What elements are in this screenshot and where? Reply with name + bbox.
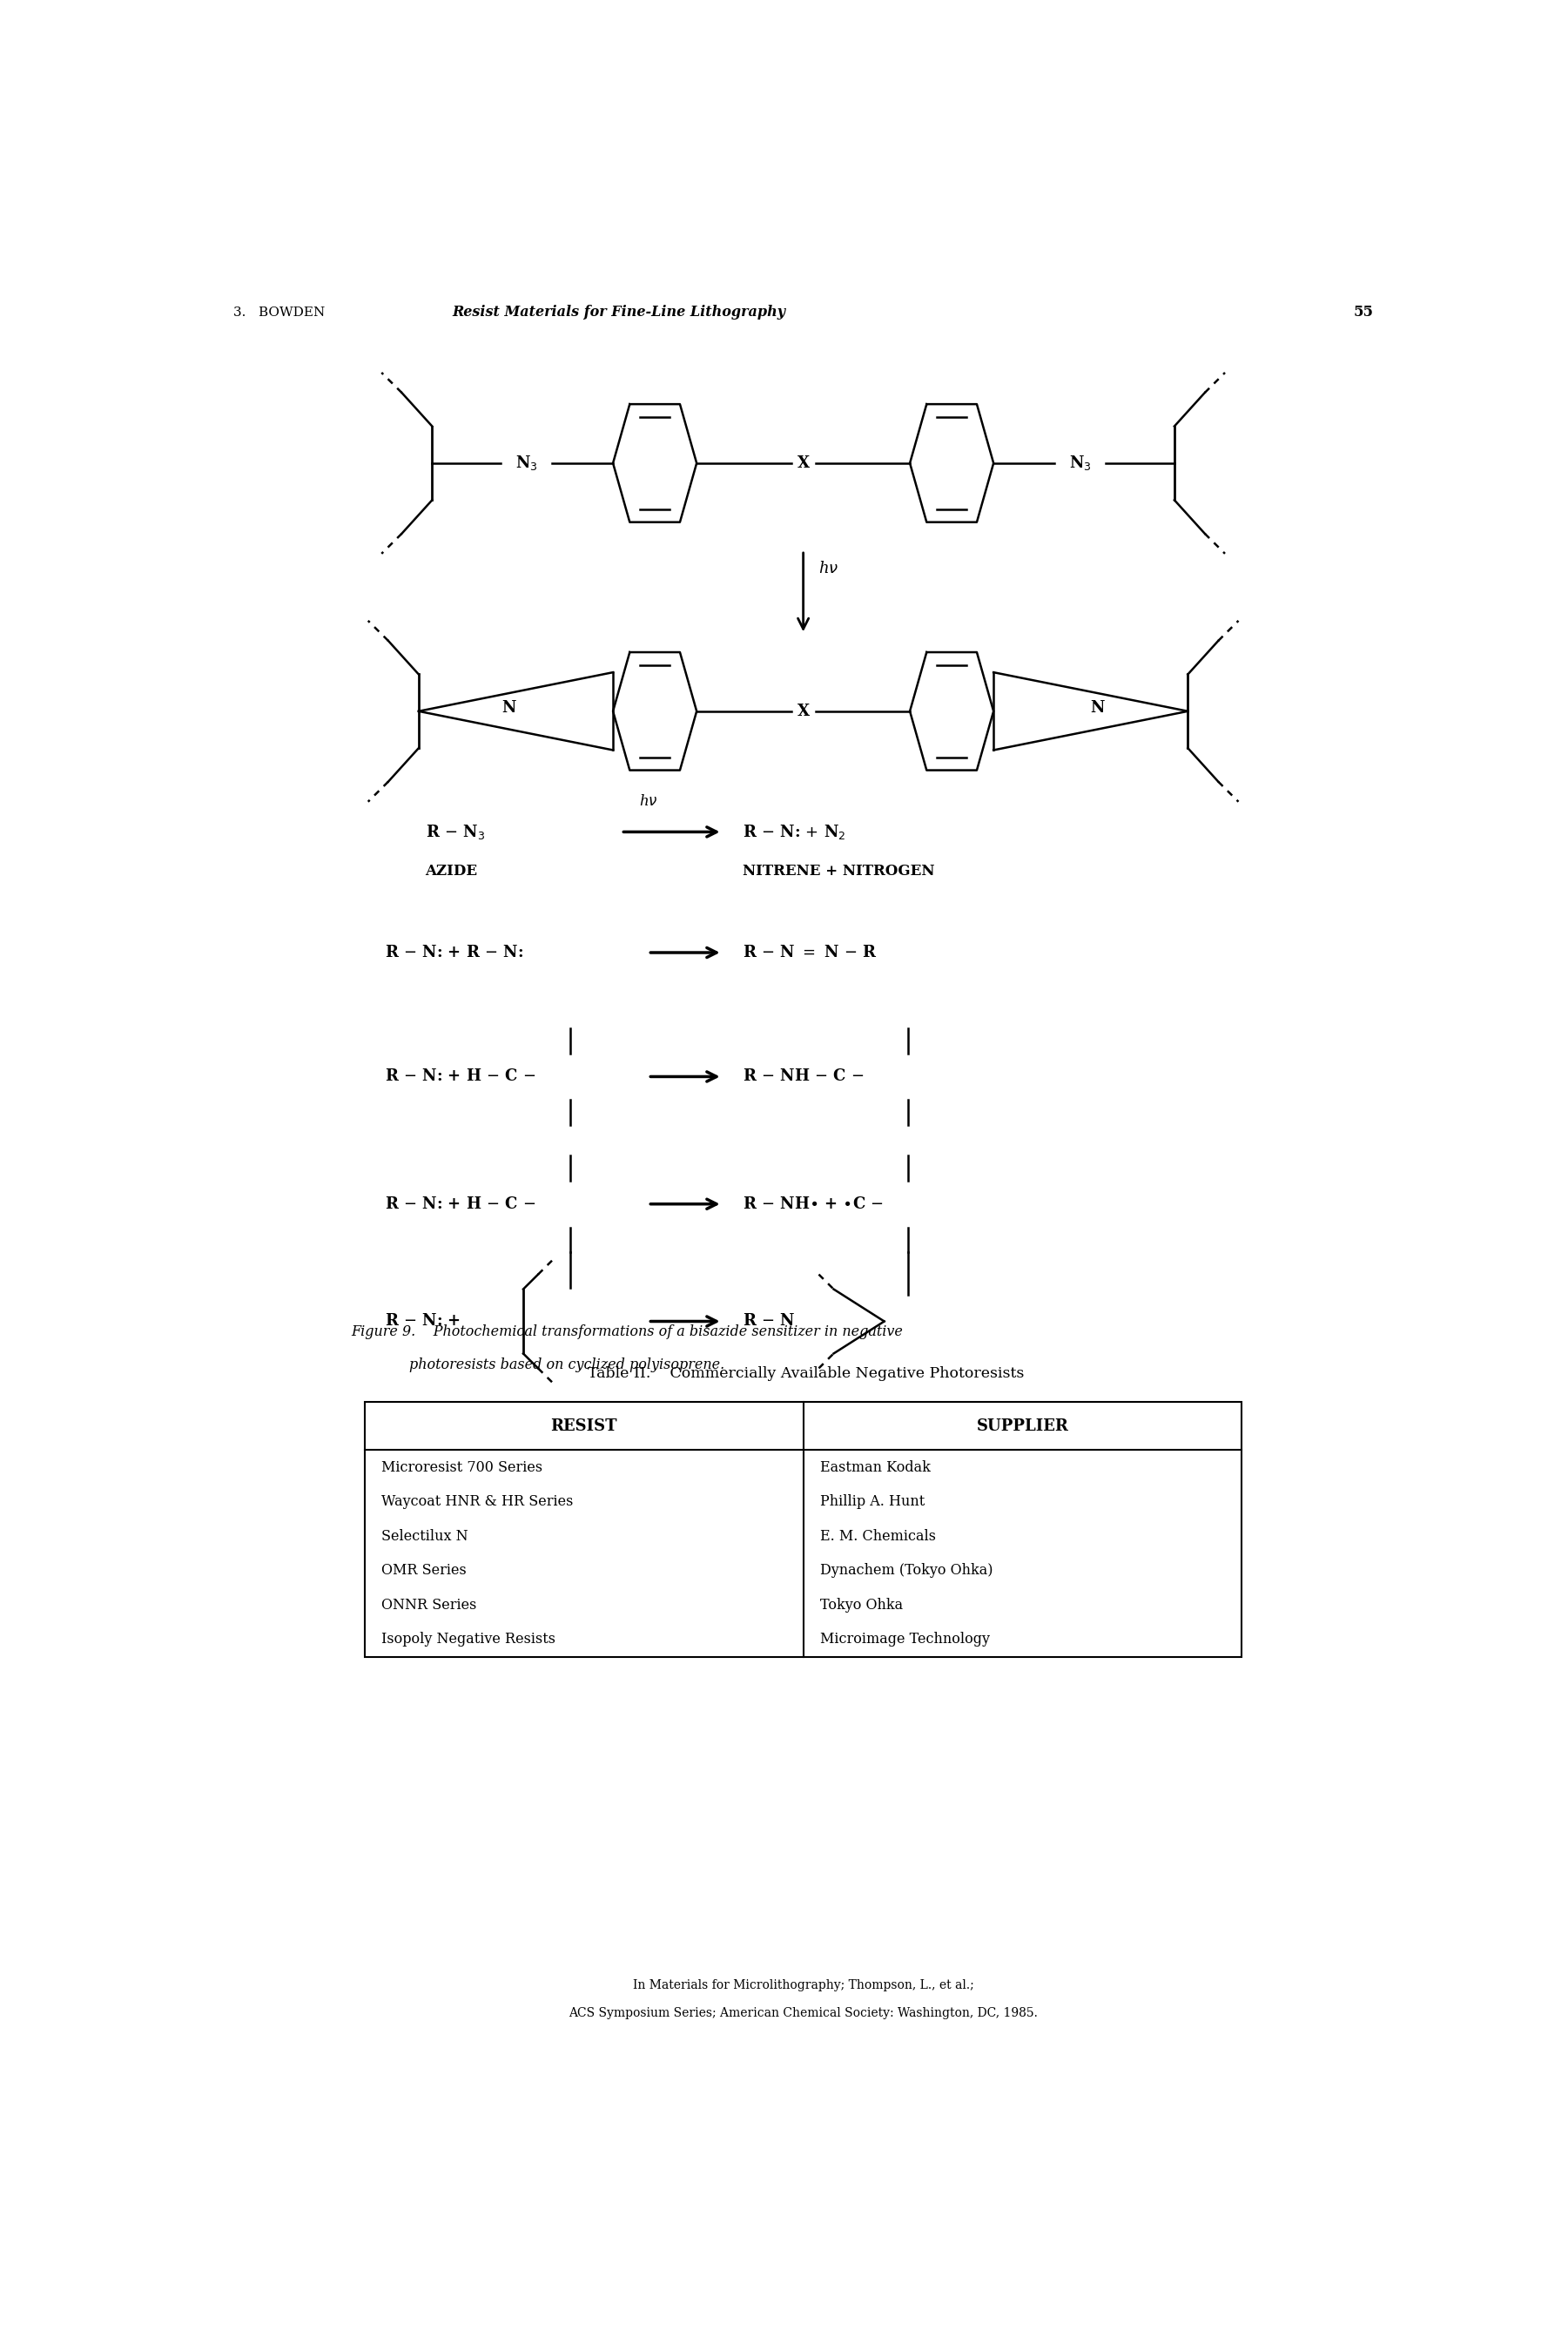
Text: Phillip A. Hunt: Phillip A. Hunt (820, 1495, 925, 1509)
Text: Waycoat HNR & HR Series: Waycoat HNR & HR Series (381, 1495, 574, 1509)
Text: N$_3$: N$_3$ (1069, 454, 1091, 473)
Text: 3.   BOWDEN: 3. BOWDEN (234, 306, 325, 317)
Text: X: X (797, 703, 809, 719)
Text: R $-$ N$_3$: R $-$ N$_3$ (425, 823, 485, 842)
Text: Microresist 700 Series: Microresist 700 Series (381, 1460, 543, 1474)
Text: OMR Series: OMR Series (381, 1563, 467, 1578)
Text: In Materials for Microlithography; Thompson, L., et al.;: In Materials for Microlithography; Thomp… (633, 1980, 974, 1991)
Text: 55: 55 (1353, 306, 1374, 320)
Text: R $-$ N: + H $-$ C $-$: R $-$ N: + H $-$ C $-$ (384, 1197, 536, 1211)
Text: h$\nu$: h$\nu$ (818, 560, 839, 576)
Text: R $-$ N: R $-$ N (743, 1314, 795, 1328)
Text: ACS Symposium Series; American Chemical Society: Washington, DC, 1985.: ACS Symposium Series; American Chemical … (569, 2008, 1038, 2020)
Text: SUPPLIER: SUPPLIER (977, 1418, 1069, 1434)
Text: Table II.    Commercially Available Negative Photoresists: Table II. Commercially Available Negativ… (588, 1366, 1024, 1380)
Text: Dynachem (Tokyo Ohka): Dynachem (Tokyo Ohka) (820, 1563, 993, 1578)
Text: RESIST: RESIST (550, 1418, 618, 1434)
Text: Isopoly Negative Resists: Isopoly Negative Resists (381, 1632, 555, 1646)
Text: N: N (502, 701, 516, 715)
Text: Tokyo Ohka: Tokyo Ohka (820, 1599, 903, 1613)
Text: R $-$ N: + R $-$ N:: R $-$ N: + R $-$ N: (384, 945, 524, 962)
Text: NITRENE + NITROGEN: NITRENE + NITROGEN (743, 863, 935, 879)
Text: Resist Materials for Fine-Line Lithography: Resist Materials for Fine-Line Lithograp… (453, 306, 786, 320)
Text: R $-$ NH$\bullet$ + $\bullet$C $-$: R $-$ NH$\bullet$ + $\bullet$C $-$ (743, 1197, 883, 1211)
Text: R $-$ N: +: R $-$ N: + (384, 1314, 463, 1328)
Text: R $-$ N: $+$ N$_2$: R $-$ N: $+$ N$_2$ (743, 823, 845, 842)
Text: photoresists based on cyclized polyisoprene.: photoresists based on cyclized polyisopr… (409, 1357, 724, 1373)
Bar (365, 1401, 1242, 1657)
Text: E. M. Chemicals: E. M. Chemicals (820, 1528, 936, 1545)
Text: Microimage Technology: Microimage Technology (820, 1632, 989, 1646)
Text: Figure 9.    Photochemical transformations of a bisazide sensitizer in negative: Figure 9. Photochemical transformations … (351, 1324, 903, 1338)
Text: R $-$ N: + H $-$ C $-$: R $-$ N: + H $-$ C $-$ (384, 1070, 536, 1084)
Text: R $-$ NH $-$ C $-$: R $-$ NH $-$ C $-$ (743, 1070, 864, 1084)
Text: Selectilux N: Selectilux N (381, 1528, 469, 1545)
Text: X: X (797, 456, 809, 470)
Text: N$_3$: N$_3$ (516, 454, 538, 473)
Text: ONNR Series: ONNR Series (381, 1599, 477, 1613)
Text: N: N (1090, 701, 1104, 715)
Text: h$\nu$: h$\nu$ (638, 795, 657, 809)
Text: R $-$ N $=$ N $-$ R: R $-$ N $=$ N $-$ R (743, 945, 878, 962)
Text: Eastman Kodak: Eastman Kodak (820, 1460, 930, 1474)
Text: AZIDE: AZIDE (425, 863, 478, 879)
